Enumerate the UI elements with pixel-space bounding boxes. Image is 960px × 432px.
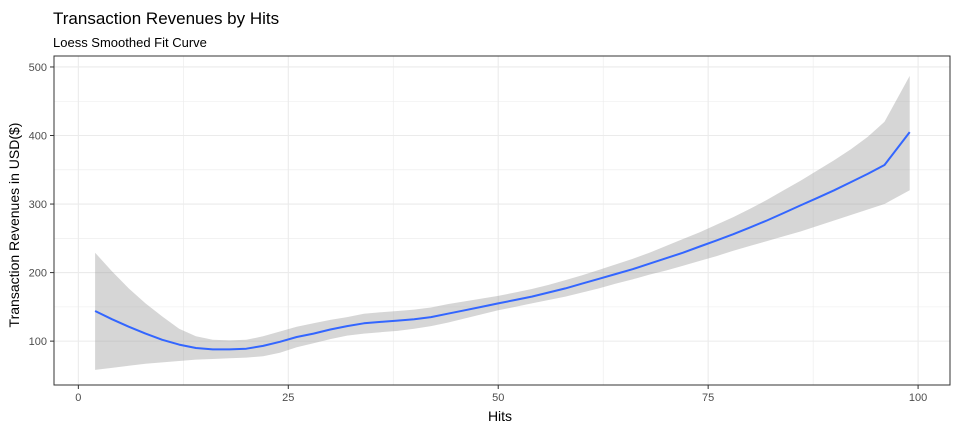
fit-point: [212, 348, 214, 350]
fit-point: [94, 310, 96, 312]
grid: [54, 56, 950, 385]
fit-point: [632, 268, 634, 270]
fit-point: [581, 283, 583, 285]
fit-point: [447, 313, 449, 315]
fit-point: [312, 333, 314, 335]
chart-subtitle: Loess Smoothed Fit Curve: [53, 35, 207, 50]
panel-border: [53, 55, 951, 386]
fit-point: [548, 291, 550, 293]
fit-point: [262, 345, 264, 347]
fit-point: [279, 341, 281, 343]
fit-point: [648, 263, 650, 265]
x-tick-label: 0: [75, 392, 81, 404]
y-tick-label: 500: [29, 62, 47, 74]
x-tick-label: 50: [492, 392, 504, 404]
fit-point: [598, 278, 600, 280]
fit-point: [766, 220, 768, 222]
fit-point: [346, 325, 348, 327]
fit-point: [699, 246, 701, 248]
fit-point: [816, 197, 818, 199]
fit-point: [464, 309, 466, 311]
fit-point: [615, 273, 617, 275]
x-tick-label: 75: [702, 392, 714, 404]
fit-point: [514, 299, 516, 301]
fit-point: [245, 348, 247, 350]
fit-point: [480, 306, 482, 308]
fit-point: [531, 296, 533, 298]
fit-point: [396, 320, 398, 322]
fit-point: [682, 252, 684, 254]
confidence-band: [95, 75, 910, 370]
x-tick-label: 100: [909, 392, 927, 404]
y-tick-label: 200: [29, 268, 47, 280]
fit-point: [867, 173, 869, 175]
fit-point: [329, 328, 331, 330]
fit-point: [833, 189, 835, 191]
fit-point: [145, 333, 147, 335]
fit-point: [178, 344, 180, 346]
fit-point: [665, 257, 667, 259]
y-tick-label: 400: [29, 131, 47, 143]
fit-point: [783, 212, 785, 214]
fit-point: [128, 326, 130, 328]
fit-point: [195, 347, 197, 349]
chart-title: Transaction Revenues by Hits: [53, 9, 279, 28]
fit-point: [732, 233, 734, 235]
fit-point: [497, 302, 499, 304]
x-axis-title: Hits: [488, 408, 512, 424]
fit-point: [413, 318, 415, 320]
fit-point: [229, 348, 231, 350]
fit-point: [850, 181, 852, 183]
fit-point: [430, 316, 432, 318]
fit-point: [564, 287, 566, 289]
loess-fit-line: [94, 131, 911, 351]
fit-point: [716, 239, 718, 241]
fit-point: [161, 339, 163, 341]
fit-points: [94, 131, 911, 350]
fit-point: [884, 164, 886, 166]
axes: 0 25 50 75 100 100 200 300 400 500: [29, 62, 928, 404]
fit-point: [111, 318, 113, 320]
fit-point: [380, 321, 382, 323]
fit-point: [909, 131, 911, 133]
y-axis-title: Transaction Revenues in USD($): [6, 123, 22, 328]
fit-point: [363, 322, 365, 324]
fit-point: [749, 226, 751, 228]
fit-point: [296, 336, 298, 338]
y-tick-label: 100: [29, 336, 47, 348]
x-tick-label: 25: [282, 392, 294, 404]
fit-point: [800, 204, 802, 206]
y-tick-label: 300: [29, 199, 47, 211]
